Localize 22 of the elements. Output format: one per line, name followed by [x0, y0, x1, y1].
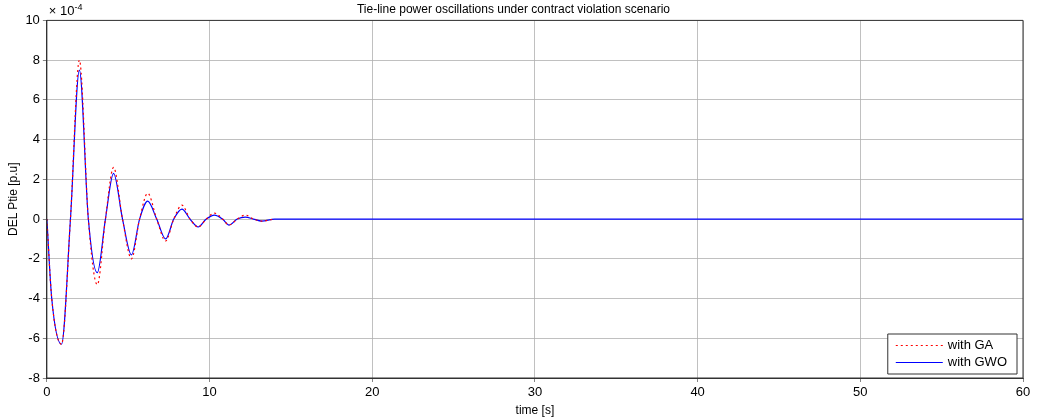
y-tick-label: -8 — [28, 369, 40, 385]
legend-label: with GA — [946, 337, 994, 353]
y-tick-label: -6 — [28, 329, 40, 345]
y-tick-label: 0 — [32, 210, 40, 226]
y-tick-label: 2 — [32, 170, 40, 186]
x-tick-label: 50 — [853, 384, 868, 400]
y-tick-label: -2 — [28, 250, 40, 266]
x-tick-label: 10 — [202, 384, 217, 400]
x-tick-label: 20 — [365, 384, 380, 400]
chart-title: Tie-line power oscillations under contract violation scenario — [356, 1, 671, 16]
y-tick-label: -4 — [28, 290, 40, 306]
y-tick-label: 4 — [32, 131, 40, 147]
x-tick-label: 0 — [43, 384, 51, 400]
x-tick-label: 40 — [690, 384, 705, 400]
y-axis-title: DEL Ptie [p.u] — [5, 162, 20, 236]
y-tick-label: 10 — [25, 11, 40, 27]
x-tick-label: 60 — [1015, 384, 1031, 400]
y-tick-label: 6 — [32, 91, 40, 107]
legend-label: with GWO — [946, 354, 1008, 370]
x-axis-title: time [s] — [515, 403, 555, 418]
x-tick-label: 30 — [527, 384, 543, 400]
y-tick-label: 8 — [32, 51, 40, 67]
